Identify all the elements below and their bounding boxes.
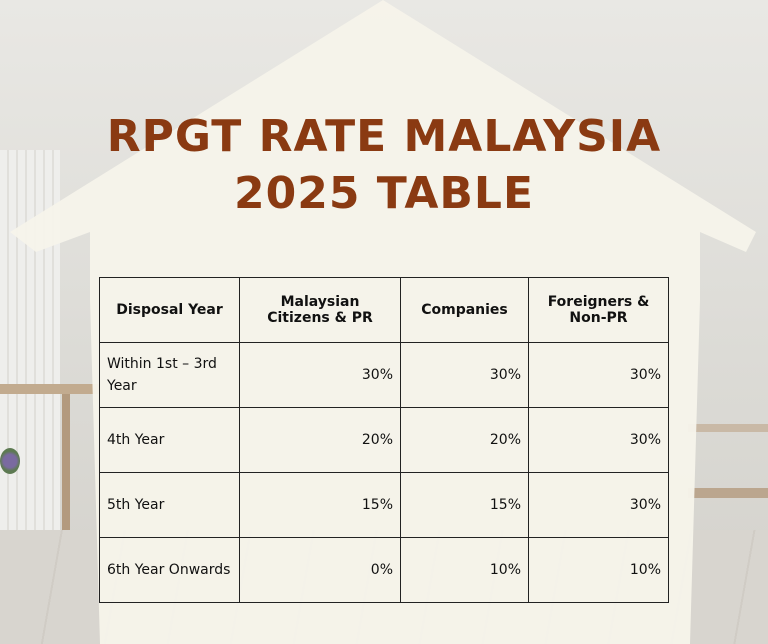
cell-period: Within 1st – 3rd Year [99, 342, 240, 408]
cell-citizens: 20% [239, 407, 401, 473]
rpgt-table: Disposal Year Malaysian Citizens & PR Co… [99, 277, 669, 603]
cell-companies: 10% [400, 537, 529, 603]
page-title-line-1: RPGT RATE MALAYSIA [106, 111, 662, 162]
cell-foreigners: 30% [528, 472, 669, 538]
header-citizens: Malaysian Citizens & PR [239, 277, 401, 343]
cell-period: 6th Year Onwards [99, 537, 240, 603]
cell-companies: 30% [400, 342, 529, 408]
header-disposal-year: Disposal Year [99, 277, 240, 343]
header-foreigners: Foreigners & Non-PR [528, 277, 669, 343]
table-row: Within 1st – 3rd Year 30% 30% 30% [99, 342, 669, 408]
cell-companies: 15% [400, 472, 529, 538]
table-header-row: Disposal Year Malaysian Citizens & PR Co… [99, 277, 669, 343]
cell-period: 5th Year [99, 472, 240, 538]
cell-foreigners: 10% [528, 537, 669, 603]
table-row: 4th Year 20% 20% 30% [99, 407, 669, 473]
cell-companies: 20% [400, 407, 529, 473]
header-companies: Companies [400, 277, 529, 343]
desk-leg [62, 394, 70, 544]
cell-citizens: 0% [239, 537, 401, 603]
desk [0, 384, 100, 394]
table-row: 5th Year 15% 15% 30% [99, 472, 669, 538]
cell-foreigners: 30% [528, 407, 669, 473]
cell-citizens: 15% [239, 472, 401, 538]
table-row: 6th Year Onwards 0% 10% 10% [99, 537, 669, 603]
cell-period: 4th Year [99, 407, 240, 473]
page-title-line-2: 2025 TABLE [233, 168, 535, 219]
cell-citizens: 30% [239, 342, 401, 408]
shelf [688, 424, 768, 432]
side-desk [688, 488, 768, 498]
cell-foreigners: 30% [528, 342, 669, 408]
plant [0, 448, 20, 474]
